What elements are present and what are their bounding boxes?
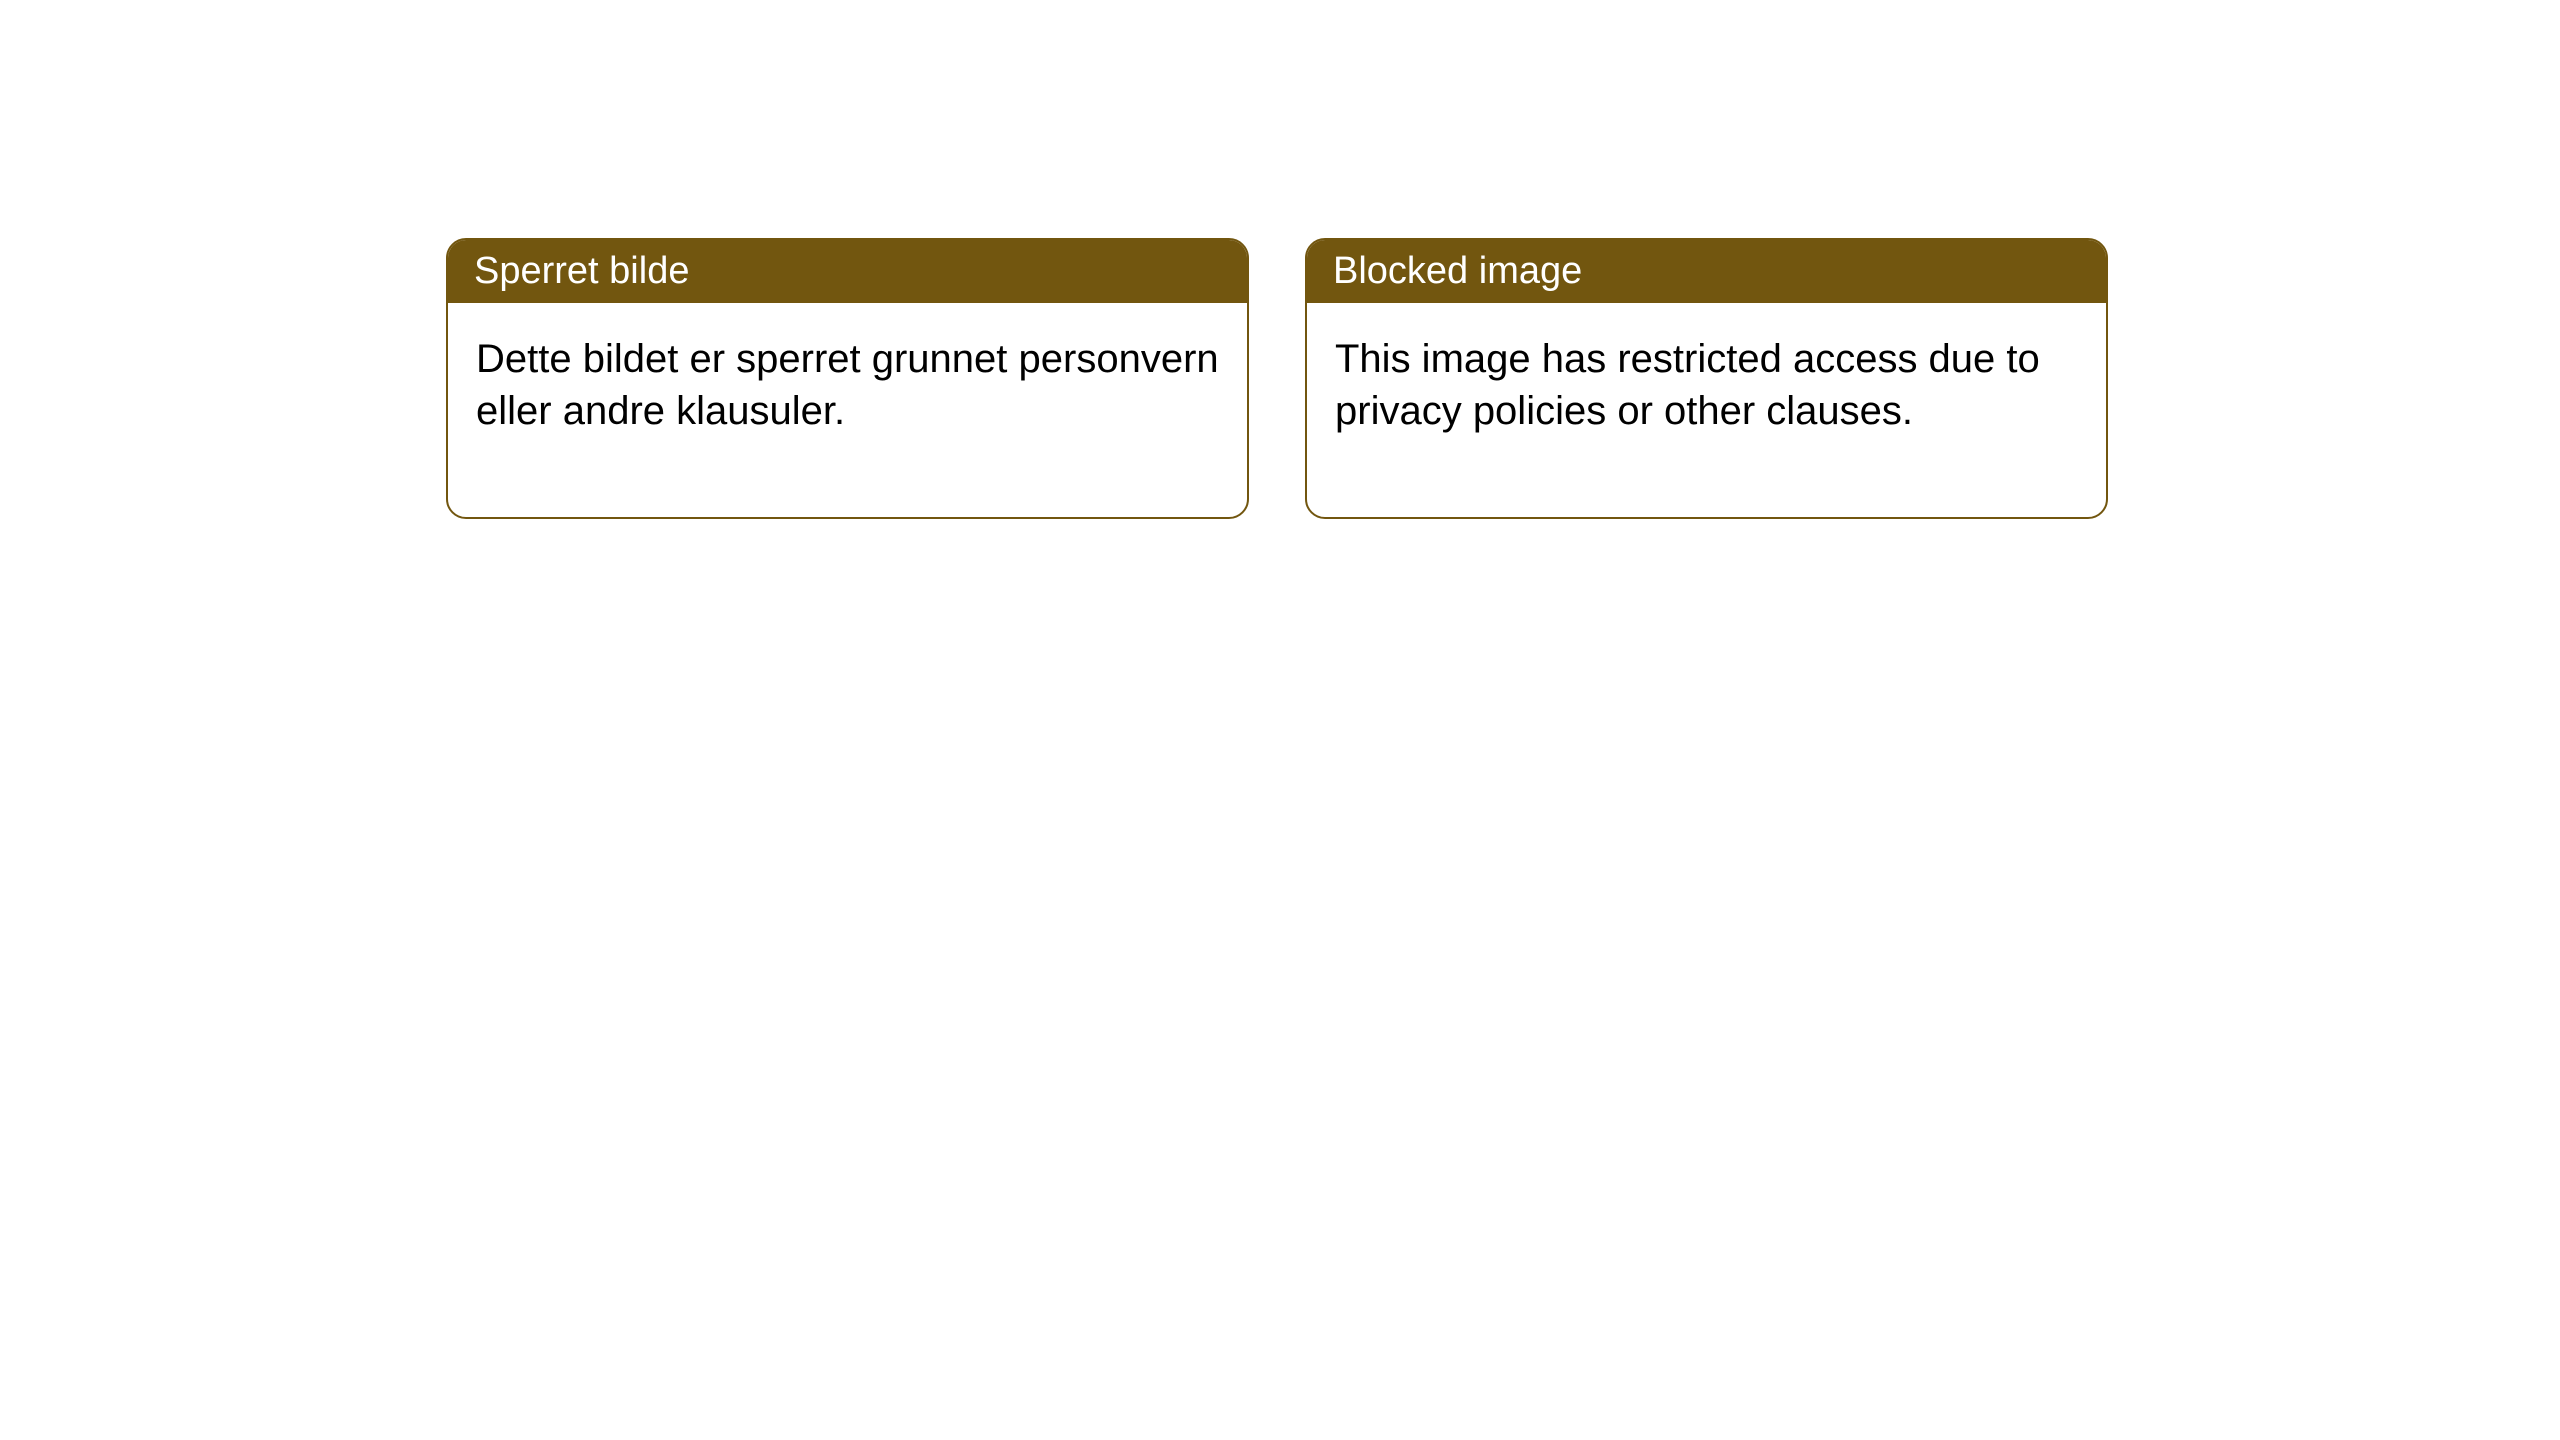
card-body: This image has restricted access due to … — [1307, 303, 2106, 517]
card-header: Blocked image — [1307, 240, 2106, 303]
card-body-text: Dette bildet er sperret grunnet personve… — [476, 337, 1219, 433]
card-header: Sperret bilde — [448, 240, 1247, 303]
card-body: Dette bildet er sperret grunnet personve… — [448, 303, 1247, 517]
blocked-image-card-en: Blocked image This image has restricted … — [1305, 238, 2108, 519]
card-title: Sperret bilde — [474, 250, 689, 292]
cards-container: Sperret bilde Dette bildet er sperret gr… — [446, 238, 2108, 519]
card-body-text: This image has restricted access due to … — [1335, 337, 2040, 433]
blocked-image-card-no: Sperret bilde Dette bildet er sperret gr… — [446, 238, 1249, 519]
card-title: Blocked image — [1333, 250, 1582, 292]
